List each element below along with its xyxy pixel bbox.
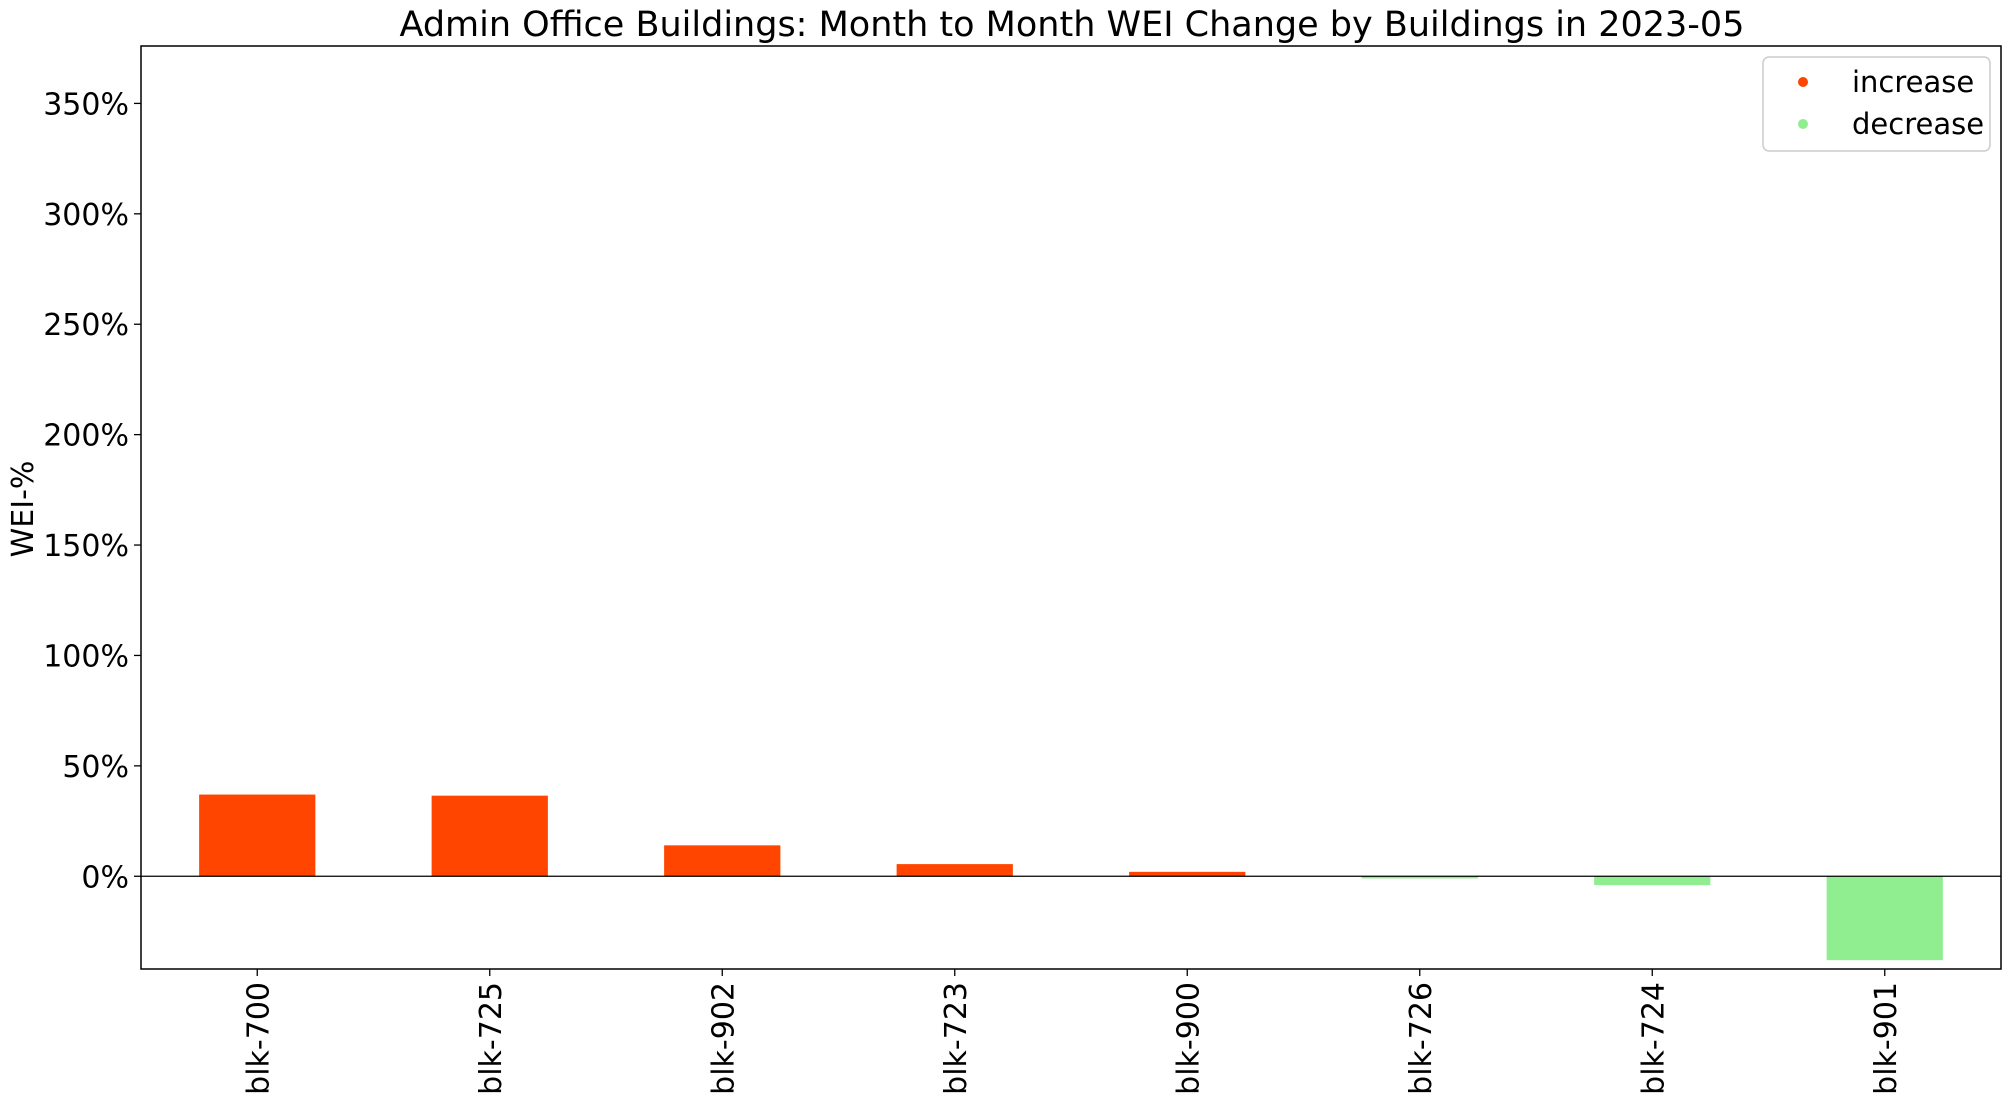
legend-marker-decrease xyxy=(1798,119,1808,129)
y-axis: 0% 50% 100% 150% 200% 250% 300% 350% xyxy=(43,87,141,895)
x-tick-label: blk-724 xyxy=(1636,982,1671,1095)
legend: increase decrease xyxy=(1762,56,1991,152)
chart-title: Admin Office Buildings: Month to Month W… xyxy=(400,5,1745,45)
x-tick-label: blk-723 xyxy=(939,982,974,1095)
bar-blk-724 xyxy=(1594,876,1711,886)
bar-blk-902 xyxy=(664,845,781,877)
bar-blk-700 xyxy=(199,794,316,877)
bar-blk-901 xyxy=(1826,876,1943,961)
x-axis: blk-700 blk-725 blk-902 blk-723 blk-900 blk-7… xyxy=(241,969,1904,1095)
plot-area-frame xyxy=(140,45,2002,970)
y-tick-label: 350% xyxy=(43,87,129,122)
x-tick-label: blk-725 xyxy=(474,982,509,1095)
y-tick-label: 200% xyxy=(43,419,129,454)
x-tick-label: blk-700 xyxy=(241,982,276,1095)
y-axis-label: WEI-% xyxy=(6,461,41,558)
legend-box xyxy=(1762,56,1991,152)
y-tick-label: 100% xyxy=(43,639,129,674)
legend-label-increase: increase xyxy=(1852,65,1974,99)
bar-blk-723 xyxy=(896,864,1013,877)
y-tick-label: 250% xyxy=(43,308,129,343)
x-tick-label: blk-900 xyxy=(1171,982,1206,1095)
bars xyxy=(199,794,1943,961)
y-tick-label: 0% xyxy=(81,860,129,895)
y-tick-label: 300% xyxy=(43,198,129,233)
bar-blk-726 xyxy=(1361,876,1478,879)
bar-blk-725 xyxy=(431,795,548,877)
x-tick-label: blk-901 xyxy=(1869,982,1904,1095)
y-tick-label: 150% xyxy=(43,529,129,564)
legend-label-decrease: decrease xyxy=(1852,107,1984,141)
x-tick-label: blk-726 xyxy=(1404,982,1439,1095)
legend-marker-increase xyxy=(1798,77,1808,87)
x-tick-label: blk-902 xyxy=(706,982,741,1095)
bar-blk-900 xyxy=(1129,871,1246,877)
y-tick-label: 50% xyxy=(62,750,129,785)
